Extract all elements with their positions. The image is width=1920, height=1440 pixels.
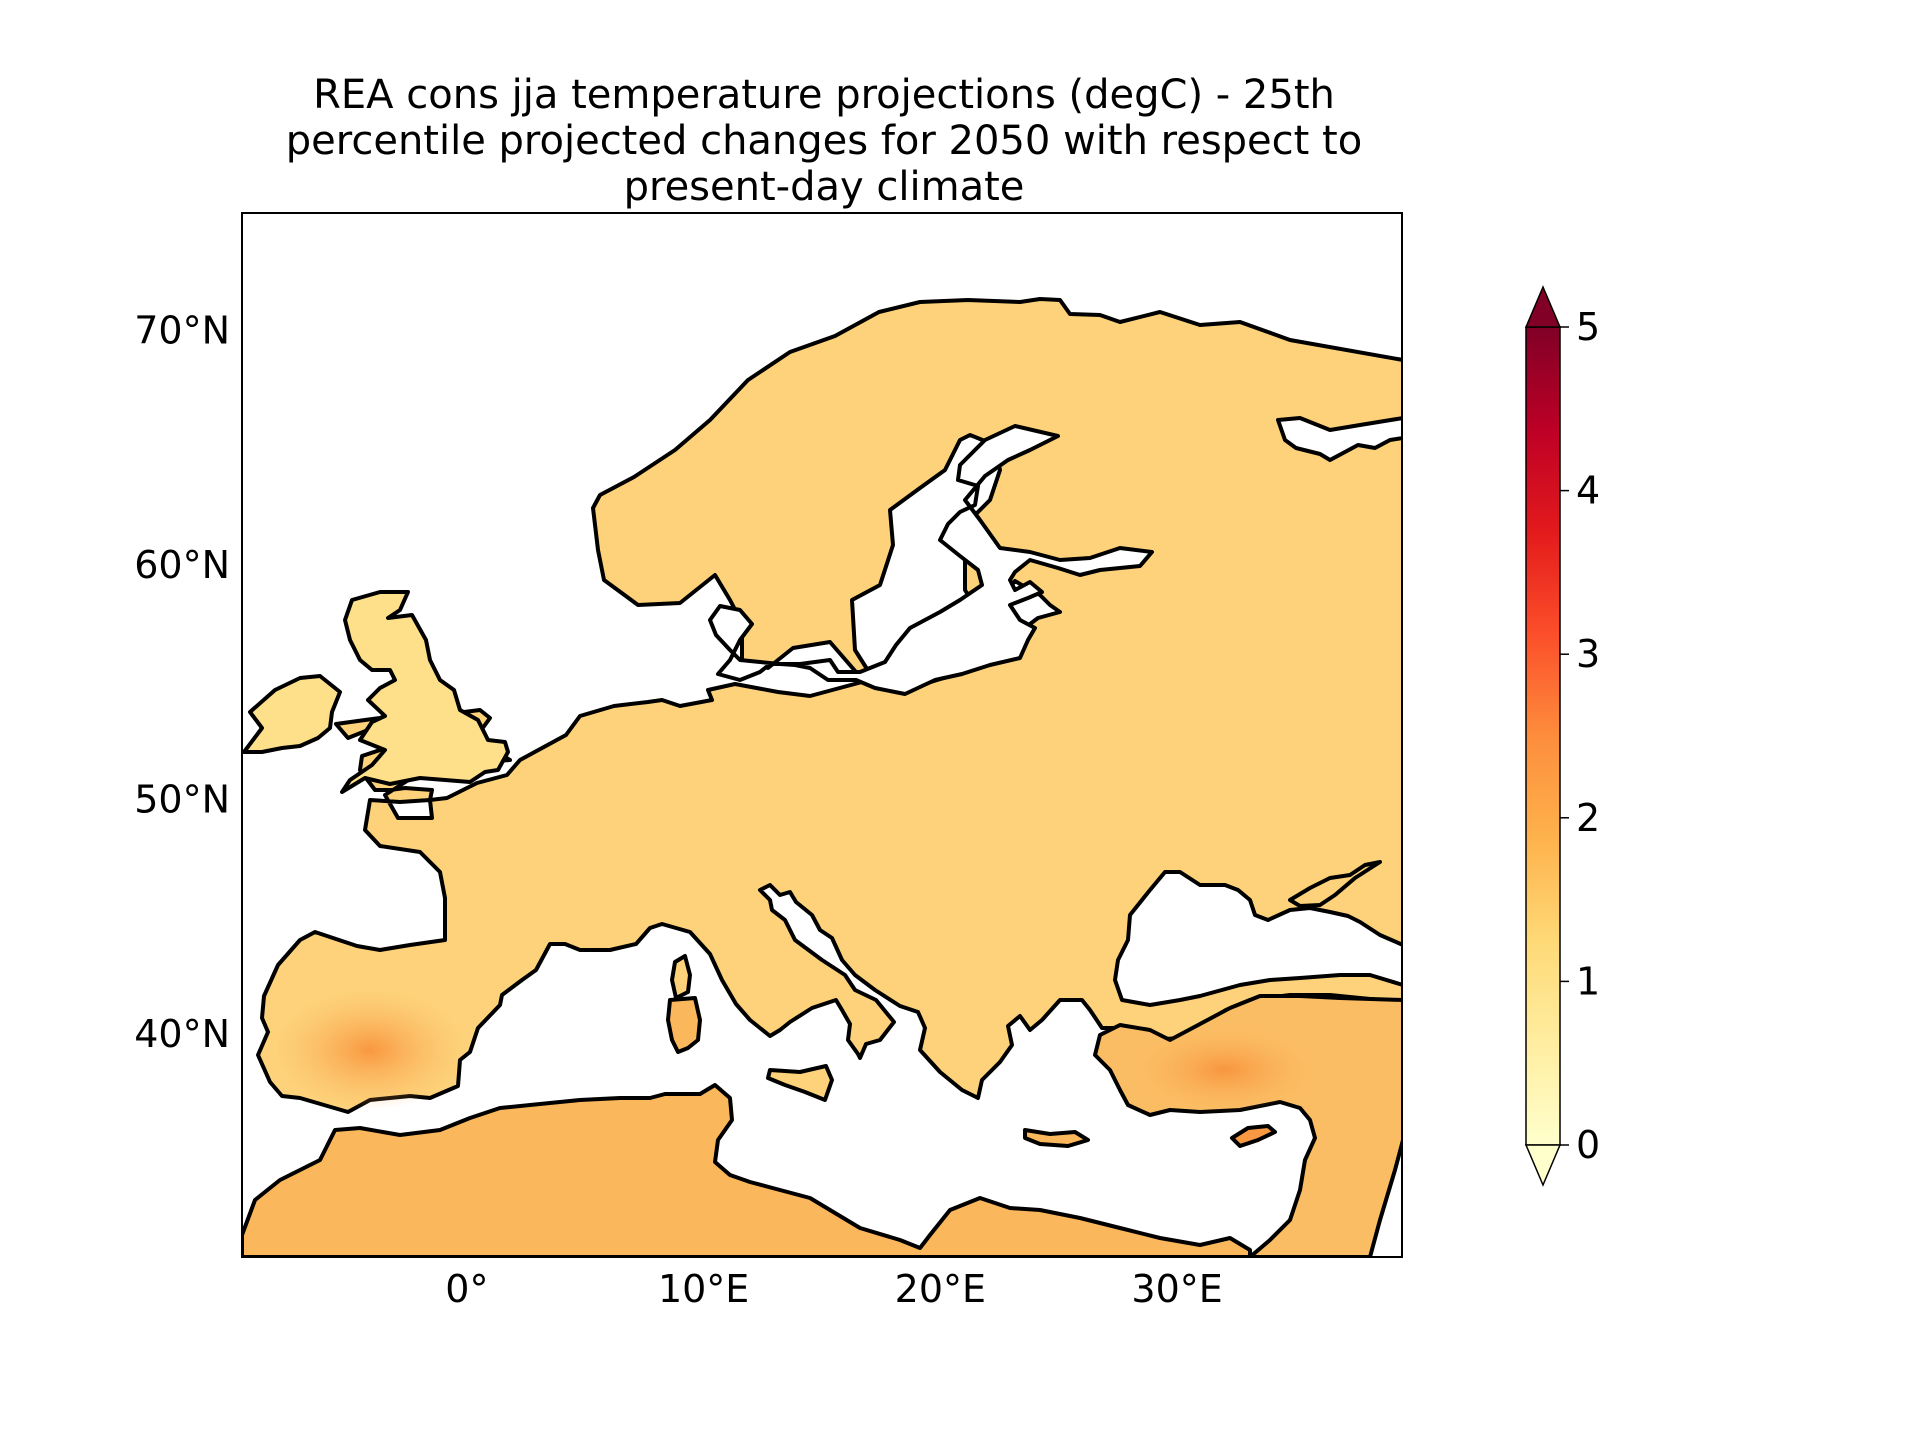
land-sicily <box>766 1064 834 1102</box>
baltic-sea <box>708 424 1154 696</box>
land-corsica <box>670 954 692 1000</box>
white-sea <box>1276 416 1402 462</box>
colorbar-tick-label: 5 <box>1576 305 1600 349</box>
longitude-ticks: 0° 10°E 20°E 30°E <box>445 1267 1222 1311</box>
colorbar-tick-label: 4 <box>1576 469 1600 513</box>
colorbar: 0 1 2 3 4 5 <box>1524 285 1600 1187</box>
longitude-tick-label: 30°E <box>1131 1267 1222 1311</box>
hotspot-iberia <box>275 990 465 1110</box>
land-europe <box>256 297 1402 1114</box>
black-sea <box>1113 870 1402 1007</box>
longitude-tick-label: 0° <box>445 1267 488 1311</box>
colorbar-ticks: 0 1 2 3 4 5 <box>1560 305 1600 1167</box>
colorbar-tick-label: 2 <box>1576 796 1600 840</box>
colorbar-max-extension <box>1524 285 1562 328</box>
land-north-africa <box>242 1083 1252 1257</box>
longitude-tick-label: 10°E <box>658 1267 749 1311</box>
colorbar-min-extension <box>1524 1144 1562 1187</box>
longitude-tick-label: 20°E <box>895 1267 986 1311</box>
colorbar-tick-label: 1 <box>1576 959 1600 1003</box>
latitude-tick-label: 60°N <box>134 543 230 587</box>
latitude-tick-label: 50°N <box>134 778 230 822</box>
map-frame <box>241 212 1403 1258</box>
land-ireland <box>242 674 342 754</box>
latitude-tick-label: 70°N <box>134 308 230 352</box>
crimea <box>1288 860 1382 908</box>
latitude-ticks: 70°N 60°N 50°N 40°N <box>134 308 230 1056</box>
colorbar-body <box>1525 326 1561 1146</box>
map-land-layer <box>242 297 1402 1257</box>
hotspot-anatolia <box>1135 1028 1315 1112</box>
map-title-line-1: REA cons jja temperature projections (de… <box>313 72 1335 118</box>
land-crete <box>1023 1128 1090 1148</box>
land-great-britain <box>340 590 510 794</box>
land-cyprus <box>1230 1124 1277 1148</box>
map-title-line-3: present-day climate <box>623 164 1025 210</box>
latitude-tick-label: 40°N <box>134 1012 230 1056</box>
land-sardinia <box>666 996 702 1054</box>
map-title-line-2: percentile projected changes for 2050 wi… <box>285 118 1363 164</box>
colorbar-tick-label: 0 <box>1576 1123 1600 1167</box>
colorbar-tick-label: 3 <box>1576 632 1600 676</box>
